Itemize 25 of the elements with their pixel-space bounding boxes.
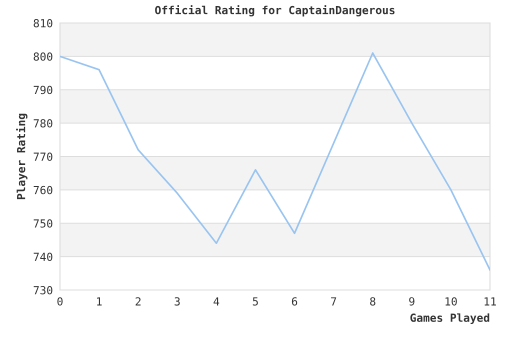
x-tick-label: 5 bbox=[252, 297, 258, 306]
line-series bbox=[60, 52, 490, 271]
y-tick-label: 740 bbox=[34, 252, 52, 262]
y-tick-label: 810 bbox=[34, 19, 52, 28]
x-tick-label: 0 bbox=[57, 297, 63, 306]
x-tick-label: 3 bbox=[174, 297, 180, 306]
x-tick-label: 2 bbox=[136, 297, 141, 306]
y-tick-label: 750 bbox=[34, 219, 52, 228]
y-tick-label: 730 bbox=[34, 286, 52, 294]
y-tick-label: 780 bbox=[34, 119, 52, 128]
x-tick-label: 11 bbox=[484, 297, 496, 306]
x-tick-label: 6 bbox=[292, 297, 298, 306]
y-axis-title: Player Rating bbox=[16, 114, 28, 200]
y-tick-label: 800 bbox=[34, 52, 52, 61]
y-tick-label: 770 bbox=[34, 152, 52, 161]
x-tick-label: 9 bbox=[409, 297, 414, 306]
x-tick-label: 1 bbox=[97, 297, 102, 306]
y-tick-label: 790 bbox=[34, 86, 52, 94]
x-tick-label: 4 bbox=[214, 297, 220, 306]
chart-title: Official Rating for CaptainDangerous bbox=[155, 5, 395, 16]
x-tick-label: 7 bbox=[331, 297, 336, 306]
x-tick-label: 10 bbox=[446, 297, 457, 306]
y-tick-label: 760 bbox=[34, 186, 52, 194]
x-tick-label: 8 bbox=[370, 297, 376, 306]
x-axis-title: Games Played bbox=[410, 313, 490, 324]
